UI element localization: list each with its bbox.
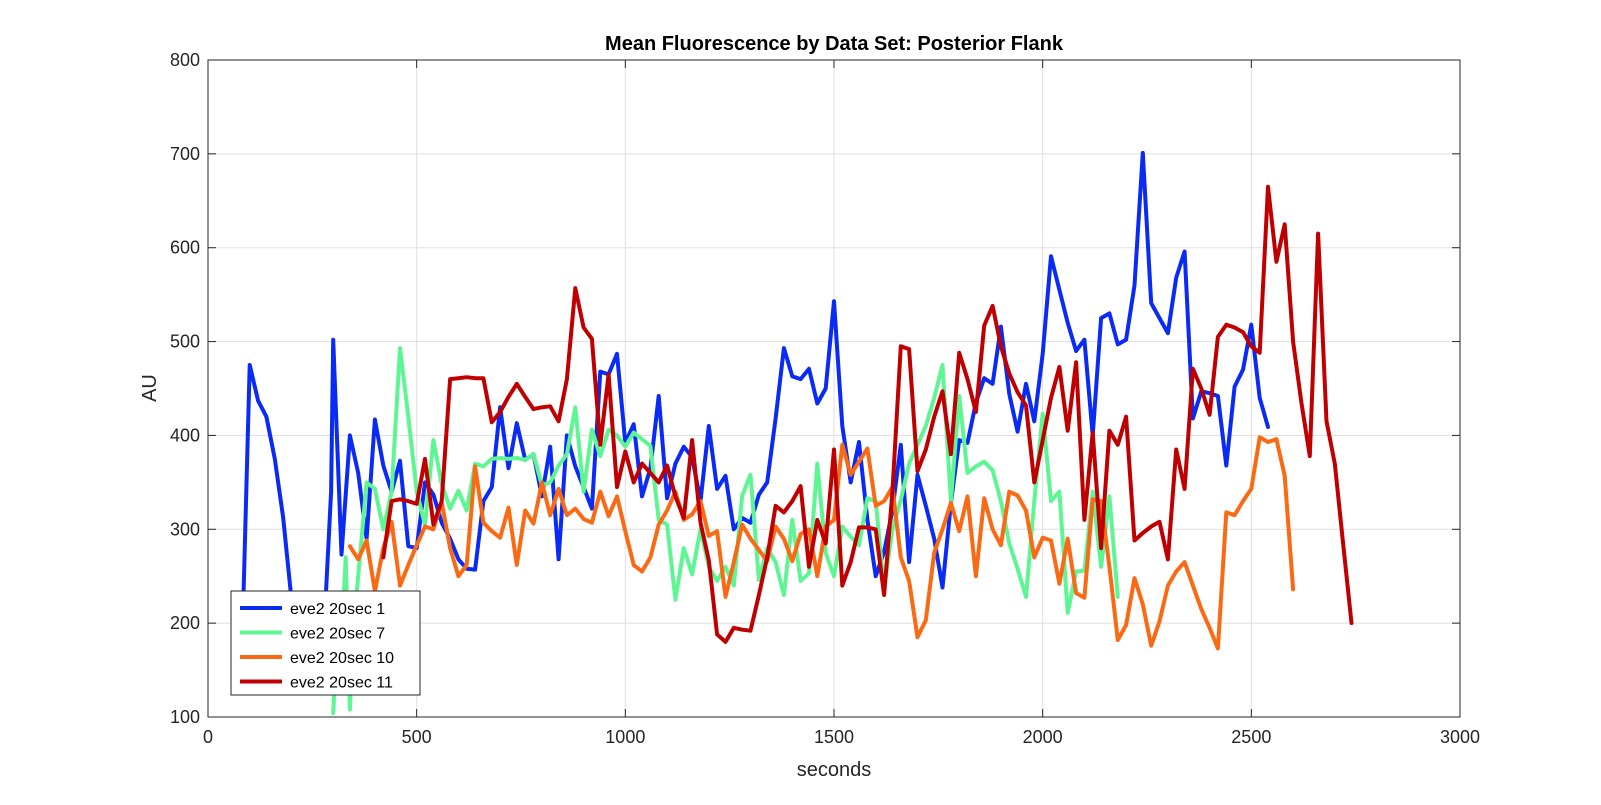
legend-label-4: eve2 20sec 11	[290, 675, 393, 692]
legend: eve2 20sec 1 eve2 20sec 7 eve2 20sec 10 eve…	[230, 590, 421, 696]
y-tick-label: 800	[170, 50, 200, 70]
x-tick-label: 1000	[605, 727, 645, 747]
legend-label-3: eve2 20sec 10	[290, 650, 394, 667]
series-line-4	[381, 184, 1354, 644]
y-tick-label: 100	[170, 707, 200, 727]
x-tick-label: 0	[203, 727, 213, 747]
y-tick-label: 400	[170, 425, 200, 445]
ticks: 0 500 1000 1500 2000 2500 3000 100 200 300 400 500 6…	[170, 50, 1480, 747]
y-axis-label: AU	[139, 374, 161, 402]
x-tick-label: 500	[402, 727, 432, 747]
x-tick-label: 3000	[1440, 727, 1480, 747]
series-line-1	[241, 150, 1270, 635]
x-tick-label: 2500	[1231, 727, 1271, 747]
x-tick-label: 2000	[1023, 727, 1063, 747]
chart-title: Mean Fluorescence by Data Set: Posterior…	[605, 33, 1064, 55]
y-tick-label: 500	[170, 332, 200, 352]
y-tick-label: 300	[170, 519, 200, 539]
y-tick-label: 600	[170, 238, 200, 258]
y-tick-label: 700	[170, 144, 200, 164]
legend-label-2: eve2 20sec 7	[290, 626, 385, 643]
legend-label-1: eve2 20sec 1	[290, 601, 385, 618]
series-line-3	[347, 435, 1296, 651]
y-tick-label: 200	[170, 613, 200, 633]
x-axis-label: seconds	[797, 759, 872, 781]
x-tick-label: 1500	[814, 727, 854, 747]
series-layer	[241, 150, 1354, 716]
